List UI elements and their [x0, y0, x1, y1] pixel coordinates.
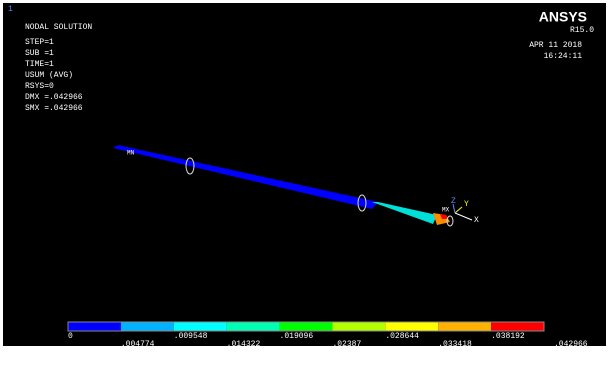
page: 1 NODAL SOLUTION ANSYS R15.0 APR 11 2018…: [0, 0, 610, 385]
info-line: DMX =.042966: [25, 93, 83, 102]
info-line: STEP=1: [25, 38, 54, 47]
legend-swatch: [491, 322, 544, 331]
legend-label: .042966: [554, 340, 588, 349]
max-label: MX: [442, 207, 450, 214]
axis-label: X: [474, 216, 479, 225]
date: APR 11 2018: [529, 41, 582, 50]
info-line: TIME=1: [25, 60, 54, 69]
axis-label: Z: [451, 197, 456, 206]
viewport: [3, 3, 606, 346]
info-line: SMX =.042966: [25, 104, 83, 113]
legend-label: .004774: [121, 340, 155, 349]
logo: ANSYS: [539, 9, 587, 25]
legend-label: .028644: [385, 332, 419, 341]
time: 16:24:11: [544, 52, 583, 61]
legend-label: .014322: [227, 340, 261, 349]
info-line: SUB =1: [25, 49, 54, 58]
legend-label: .019096: [280, 332, 314, 341]
legend-swatch: [121, 322, 174, 331]
legend-swatch: [68, 322, 121, 331]
min-label: MN: [127, 150, 135, 157]
legend-label: .02387: [332, 340, 361, 349]
legend-swatch: [385, 322, 438, 331]
screen: 1 NODAL SOLUTION ANSYS R15.0 APR 11 2018…: [0, 0, 610, 385]
legend-label: .009548: [174, 332, 208, 341]
legend-label: 0: [68, 332, 73, 341]
info-line: RSYS=0: [25, 82, 54, 91]
legend-swatch: [280, 322, 333, 331]
legend-label: .038192: [491, 332, 525, 341]
release: R15.0: [570, 26, 594, 35]
legend-swatch: [174, 322, 227, 331]
legend-swatch: [438, 322, 491, 331]
title: NODAL SOLUTION: [25, 23, 92, 32]
legend-swatch: [227, 322, 280, 331]
legend-label: .033418: [438, 340, 472, 349]
axis-label: Y: [464, 200, 469, 209]
legend-swatch: [332, 322, 385, 331]
info-line: USUM (AVG): [25, 71, 73, 80]
window-number: 1: [8, 5, 13, 14]
